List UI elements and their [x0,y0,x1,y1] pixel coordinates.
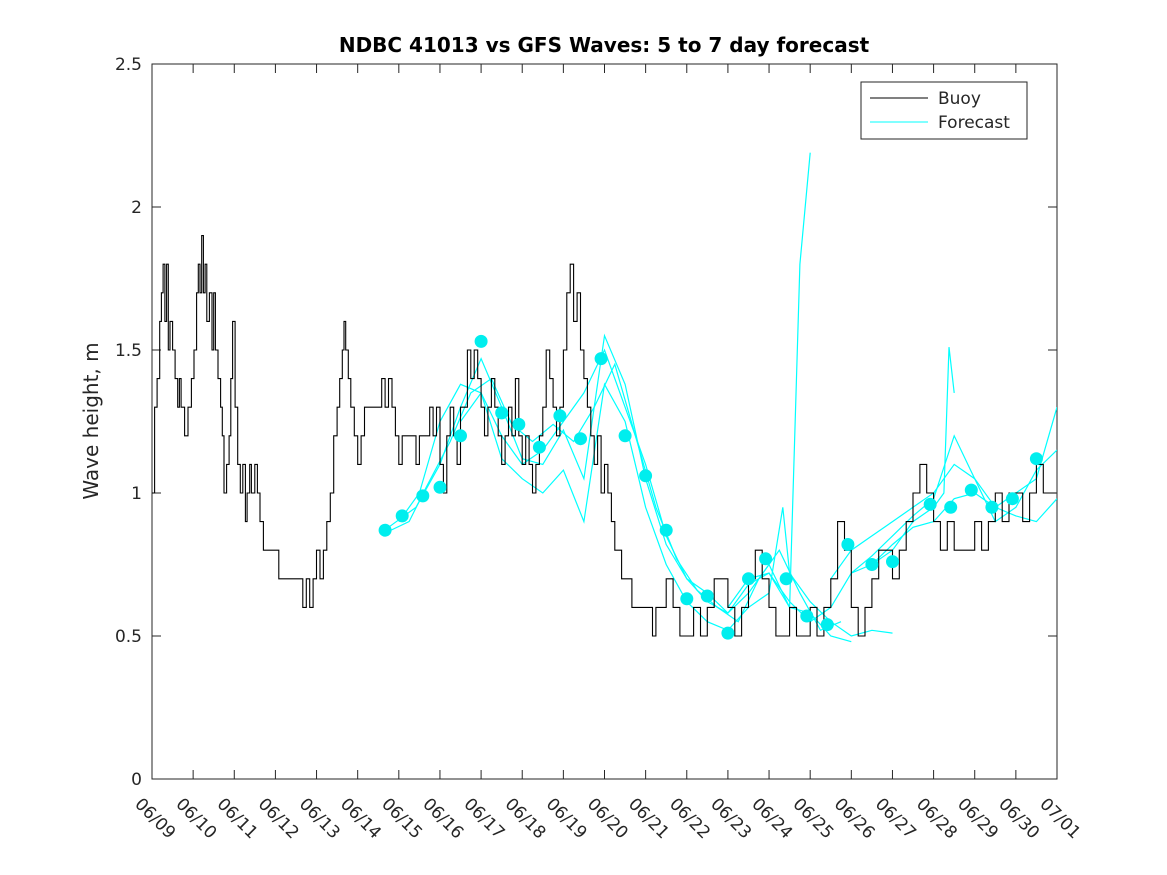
forecast-marker [886,555,899,569]
forecast-marker [594,352,608,366]
forecast-marker [985,500,999,514]
buoy-line [152,235,1057,637]
forecast-marker [820,618,834,632]
forecast-marker [574,432,587,446]
forecast-marker [659,523,673,537]
y-tick-label: 0 [131,770,142,790]
legend-box [860,81,1028,140]
forecast-line [871,492,1057,565]
forecast-marker [416,489,430,503]
y-tick-label: 1 [131,484,142,504]
forecast-marker [532,440,546,454]
series-layer [152,152,1057,643]
forecast-marker [639,469,653,483]
forecast-marker [395,509,409,523]
y-tick-label: 0.5 [115,627,142,647]
forecast-marker [742,572,755,586]
forecast-marker [779,572,793,586]
chart-title: NDBC 41013 vs GFS Waves: 5 to 7 day fore… [339,33,870,57]
forecast-marker [964,483,978,497]
forecast-marker [1029,452,1043,466]
forecast-marker [680,592,694,606]
forecast-marker [759,552,773,566]
forecast-marker [618,429,632,443]
forecast-marker [1005,492,1019,506]
forecast-marker [433,480,447,494]
y-tick-label: 2 [131,198,142,218]
forecast-marker [474,334,488,348]
y-tick-label: 1.5 [115,341,142,361]
forecast-marker [512,417,526,431]
plot-area [151,63,1058,780]
y-axis: 0 0.5 1 1.5 2 2.5 [115,55,1057,790]
legend: Buoy Forecast [860,81,1028,140]
forecast-marker [700,589,714,603]
legend-label-buoy: Buoy [938,89,981,109]
forecast-marker [800,609,814,623]
forecast-marker [378,523,392,537]
forecast-marker [553,409,567,423]
y-tick-label: 2.5 [115,55,142,75]
forecast-marker [495,406,509,420]
forecast-line [830,407,1057,580]
forecast-marker [841,538,855,551]
forecast-marker [454,429,467,443]
forecast-marker [721,626,735,640]
forecast-marker [865,558,879,571]
forecast-line [727,347,955,623]
y-axis-label: Wave height, m [79,342,103,499]
forecast-marker [923,497,937,511]
legend-label-forecast: Forecast [938,113,1010,133]
forecast-marker [944,500,958,514]
forecast-line [398,382,893,637]
